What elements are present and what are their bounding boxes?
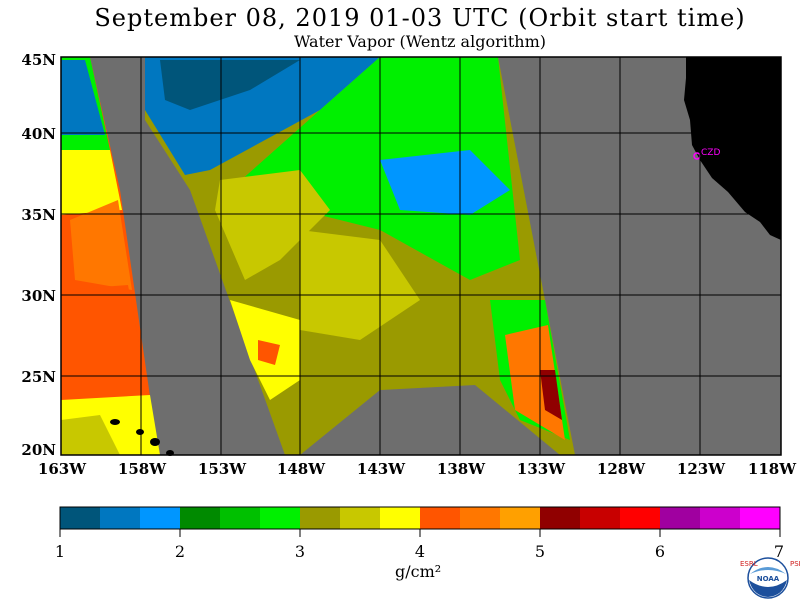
colorbar-tick-label: 4 <box>414 542 426 561</box>
logo-left-text: ESRL <box>740 560 758 568</box>
colorbar-swatch <box>700 507 741 529</box>
swath-left-olive <box>61 415 120 455</box>
colorbar-swatch <box>460 507 501 529</box>
lon-label: 148W <box>276 460 326 478</box>
colorbar-swatch <box>140 507 181 529</box>
logo-center-text: NOAA <box>757 575 780 583</box>
lat-label: 25N <box>21 368 56 386</box>
colorbar-swatch <box>180 507 221 529</box>
colorbar-swatch <box>620 507 661 529</box>
colorbar-tick-label: 2 <box>174 542 186 561</box>
colorbar-swatch <box>60 507 101 529</box>
hawaii-island <box>150 438 160 446</box>
colorbar-swatch <box>660 507 701 529</box>
colorbar-swatch <box>300 507 341 529</box>
swath-main-green <box>230 57 520 280</box>
colorbar-swatch <box>380 507 421 529</box>
colorbar-units: g/cm² <box>395 562 442 581</box>
colorbar-swatch <box>580 507 621 529</box>
lon-label: 133W <box>516 460 566 478</box>
swath-main-darkred <box>540 370 562 420</box>
lon-label: 123W <box>676 460 726 478</box>
chart-subtitle: Water Vapor (Wentz algorithm) <box>293 32 546 51</box>
colorbar-swatch <box>340 507 381 529</box>
colorbar-tick-label: 7 <box>773 542 785 561</box>
lat-label: 30N <box>21 287 56 305</box>
swath-left-yellow <box>61 150 122 215</box>
lat-label: 35N <box>21 206 56 224</box>
hawaii-island <box>136 429 144 435</box>
colorbar-swatch <box>500 507 541 529</box>
lon-label: 153W <box>197 460 247 478</box>
lat-label: 40N <box>21 125 56 143</box>
colorbar-tick-label: 1 <box>54 542 66 561</box>
lon-label: 163W <box>37 460 87 478</box>
station-label: CZD <box>701 148 720 158</box>
chart-title: September 08, 2019 01-03 UTC (Orbit star… <box>94 4 746 32</box>
colorbar-swatch <box>740 507 781 529</box>
lon-label: 118W <box>747 460 797 478</box>
california-land <box>684 57 781 240</box>
lon-label: 138W <box>436 460 486 478</box>
swath-left-redorange <box>61 285 150 410</box>
colorbar-swatch <box>220 507 261 529</box>
lat-label: 45N <box>21 51 56 69</box>
swath-left-blue <box>61 60 105 135</box>
colorbar-tick-label: 6 <box>654 542 666 561</box>
swath-main-orange-spot <box>258 340 280 365</box>
lat-label: 20N <box>21 441 56 459</box>
colorbar-swatch <box>420 507 461 529</box>
swath-main-darkblue <box>160 60 300 110</box>
colorbar-swatch <box>260 507 301 529</box>
swath-left-orange <box>70 200 132 290</box>
noaa-logo: NOAA ESRL PSD <box>740 557 800 599</box>
swath-main-yellow-2 <box>300 230 420 340</box>
lon-label: 143W <box>356 460 406 478</box>
colorbar-swatch <box>540 507 581 529</box>
swath-main-vapor-low <box>380 150 510 215</box>
swath-main-yellow <box>215 170 330 280</box>
colorbar-tick-label: 3 <box>294 542 306 561</box>
lon-label: 128W <box>596 460 646 478</box>
lon-label: 158W <box>117 460 167 478</box>
colorbar-tick-label: 5 <box>534 542 546 561</box>
logo-right-text: PSD <box>790 560 800 568</box>
map-frame <box>60 56 782 456</box>
colorbar-swatch <box>100 507 141 529</box>
hawaii-island <box>110 419 120 425</box>
